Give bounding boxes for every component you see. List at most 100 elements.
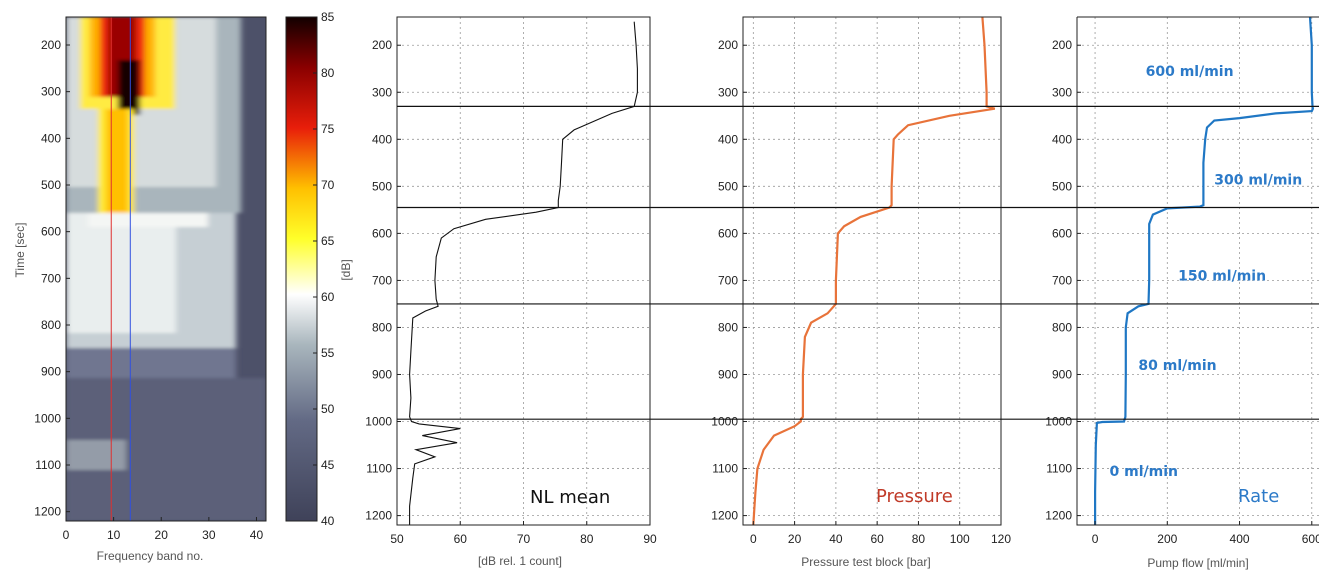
pressure-x-tick-label: 20 [788, 532, 802, 546]
rate-flow-label: 300 ml/min [1214, 172, 1302, 188]
pressure-y-tick-label: 900 [718, 367, 738, 381]
nl-mean-line [409, 21, 638, 525]
rate-x-tick-label: 0 [1092, 532, 1099, 546]
heatmap-x-axis-label: Frequency band no. [97, 549, 204, 563]
rate-flow-label: 80 ml/min [1138, 358, 1216, 374]
rate-y-tick-label: 700 [1052, 273, 1072, 287]
rate-y-tick-label: 1000 [1045, 415, 1072, 429]
heatmap-x-tick-label: 0 [63, 528, 70, 542]
nl-mean-y-tick-label: 900 [372, 367, 392, 381]
colorbar-tick-label: 85 [321, 10, 335, 24]
pressure-y-tick-label: 500 [718, 179, 738, 193]
colorbar-tick-label: 60 [321, 290, 335, 304]
pressure-annotation: Pressure [876, 486, 953, 507]
rate-y-tick-label: 1100 [1046, 462, 1072, 476]
heatmap-panel: 0 10 20 30 40 200 300 400 500 600 700 800 900 1000 110… [13, 16, 267, 563]
nl-mean-y-tick-label: 300 [372, 85, 392, 99]
colorbar-ticks: 40 45 50 55 60 65 70 75 80 85 [313, 10, 335, 528]
pressure-x-tick-label: 0 [750, 532, 757, 546]
nl-mean-y-tick-label: 700 [372, 273, 392, 287]
nl-mean-x-tick-label: 80 [580, 532, 594, 546]
rate-line [1093, 17, 1315, 525]
rate-x-axis-label: Pump flow [ml/min] [1147, 556, 1248, 570]
colorbar-tick-label: 75 [321, 122, 335, 136]
rate-annotation: Rate [1238, 486, 1279, 507]
heatmap-x-tick-label: 20 [155, 528, 169, 542]
colorbar: 40 45 50 55 60 65 70 75 80 85 [dB] [285, 10, 353, 528]
pressure-x-tick-label: 40 [829, 532, 843, 546]
colorbar-label: [dB] [339, 259, 353, 280]
rate-x-tick-label: 600 [1302, 532, 1319, 546]
pressure-y-tick-label: 200 [718, 38, 738, 52]
nl-mean-x-tick-label: 90 [643, 532, 657, 546]
heatmap-y-axis-label: Time [sec] [13, 223, 27, 278]
pressure-panel: 0 20 40 60 80 100 120 200 300 400 500 600 700 800 900 1… [711, 16, 1011, 569]
pressure-y-tick-label: 1200 [711, 509, 738, 523]
heatmap-y-tick-label: 700 [41, 271, 61, 285]
nl-mean-panel: 50 60 70 80 90 200 300 400 500 600 700 800 900 1000 11… [365, 16, 657, 568]
pressure-x-tick-label: 120 [991, 532, 1011, 546]
rate-y-tick-label: 300 [1052, 85, 1072, 99]
nl-mean-y-tick-label: 1200 [365, 509, 392, 523]
heatmap-x-tick-label: 40 [250, 528, 264, 542]
rate-flow-label: 600 ml/min [1146, 64, 1234, 80]
heatmap-x-tick-label: 30 [202, 528, 216, 542]
nl-mean-annotation: NL mean [530, 487, 610, 508]
heatmap-y-tick-label: 800 [41, 318, 61, 332]
pressure-x-tick-label: 100 [950, 532, 970, 546]
heatmap-image [66, 17, 266, 521]
rate-y-tick-label: 200 [1052, 38, 1072, 52]
colorbar-gradient [285, 16, 318, 522]
nl-mean-y-tick-label: 600 [372, 226, 392, 240]
heatmap-x-tick-label: 10 [107, 528, 121, 542]
nl-mean-ticks: 50 60 70 80 90 200 300 400 500 600 700 800 900 1000 11… [365, 38, 657, 546]
nl-mean-y-tick-label: 500 [372, 179, 392, 193]
pressure-x-tick-label: 80 [912, 532, 926, 546]
heatmap-ticks: 0 10 20 30 40 200 300 400 500 600 700 800 900 1000 110… [34, 38, 263, 542]
pressure-x-tick-label: 60 [870, 532, 884, 546]
pressure-y-tick-label: 300 [718, 85, 738, 99]
colorbar-tick-label: 40 [321, 514, 335, 528]
heatmap-y-tick-label: 200 [41, 38, 61, 52]
nl-mean-y-tick-label: 1100 [366, 462, 392, 476]
rate-x-tick-label: 200 [1157, 532, 1177, 546]
heatmap-y-tick-label: 400 [41, 131, 61, 145]
pressure-y-tick-label: 800 [718, 320, 738, 334]
heatmap-y-tick-label: 300 [41, 85, 61, 99]
pressure-x-axis-label: Pressure test block [bar] [801, 555, 930, 569]
heatmap-y-tick-label: 1200 [34, 505, 61, 519]
rate-y-tick-label: 600 [1052, 226, 1072, 240]
rate-flow-label: 150 ml/min [1178, 269, 1266, 285]
rate-flow-labels: 600 ml/min 300 ml/min 150 ml/min 80 ml/min 0… [1110, 64, 1303, 480]
pressure-y-tick-label: 1000 [711, 415, 738, 429]
rate-x-tick-label: 400 [1230, 532, 1250, 546]
rate-y-tick-label: 500 [1052, 179, 1072, 193]
nl-mean-y-tick-label: 200 [372, 38, 392, 52]
nl-mean-x-tick-label: 60 [454, 532, 468, 546]
pressure-y-tick-label: 600 [718, 226, 738, 240]
nl-mean-y-tick-label: 1000 [365, 415, 392, 429]
nl-mean-grid [396, 17, 651, 525]
heatmap-y-tick-label: 500 [41, 178, 61, 192]
pressure-grid [743, 17, 1002, 525]
colorbar-tick-label: 45 [321, 458, 335, 472]
pressure-ticks: 0 20 40 60 80 100 120 200 300 400 500 600 700 800 900 1… [711, 38, 1011, 546]
colorbar-tick-label: 65 [321, 234, 335, 248]
rate-y-tick-label: 900 [1052, 367, 1072, 381]
heatmap-y-tick-label: 1100 [35, 458, 61, 472]
heatmap-y-tick-label: 900 [41, 365, 61, 379]
rate-y-tick-label: 1200 [1045, 509, 1072, 523]
pressure-y-tick-label: 700 [718, 273, 738, 287]
nl-mean-x-tick-label: 70 [517, 532, 531, 546]
rate-y-tick-label: 800 [1052, 320, 1072, 334]
nl-mean-x-axis-label: [dB rel. 1 count] [478, 554, 562, 568]
nl-mean-y-tick-label: 800 [372, 320, 392, 334]
pressure-y-tick-label: 1100 [712, 462, 738, 476]
colorbar-tick-label: 70 [321, 178, 335, 192]
pressure-line [752, 17, 996, 525]
rate-y-tick-label: 400 [1052, 132, 1072, 146]
nl-mean-y-tick-label: 400 [372, 132, 392, 146]
colorbar-tick-label: 55 [321, 346, 335, 360]
colorbar-tick-label: 50 [321, 402, 335, 416]
